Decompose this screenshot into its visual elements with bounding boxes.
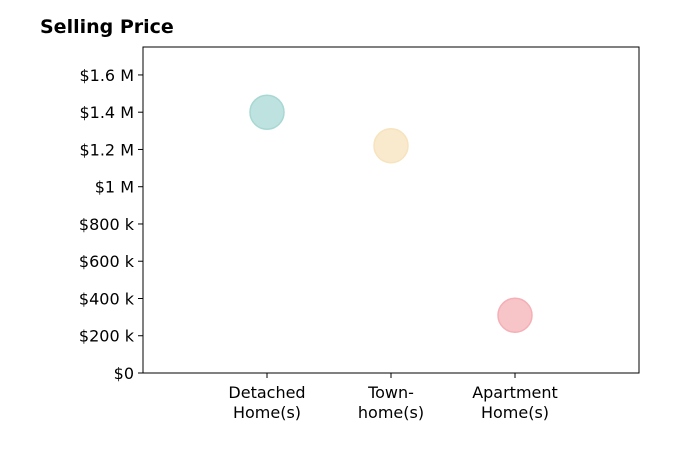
y-tick-label: $1 M bbox=[95, 178, 134, 197]
y-tick-label: $800 k bbox=[79, 215, 135, 234]
x-tick-label: Town-home(s) bbox=[358, 383, 424, 422]
x-tick-label-line: Detached bbox=[228, 383, 305, 402]
y-tick-label: $200 k bbox=[79, 327, 135, 346]
x-tick-label-line: Home(s) bbox=[233, 403, 301, 422]
y-axis-ticks: $0 $200 k $400 k $600 k $800 k $1 M $1.2 M $1.4… bbox=[79, 66, 143, 383]
x-tick-label-line: Home(s) bbox=[481, 403, 549, 422]
x-tick-label: Apartment Home(s) bbox=[472, 383, 558, 422]
y-tick-label: $1.4 M bbox=[79, 103, 134, 122]
x-axis-ticks: Detached Home(s)Town-home(s)Apartment Home… bbox=[228, 373, 558, 422]
y-tick-label: $1.6 M bbox=[79, 66, 134, 85]
x-tick-label-line: Apartment bbox=[472, 383, 558, 402]
chart-title: Selling Price bbox=[40, 16, 174, 38]
x-tick-label-line: home(s) bbox=[358, 403, 424, 422]
x-tick-label: Detached Home(s) bbox=[228, 383, 305, 422]
y-tick-label: $1.2 M bbox=[79, 140, 134, 159]
y-tick-label: $400 k bbox=[79, 289, 135, 308]
data-point bbox=[497, 297, 533, 334]
data-point bbox=[373, 127, 409, 164]
data-points bbox=[249, 94, 533, 334]
y-tick-label: $600 k bbox=[79, 252, 135, 271]
data-point bbox=[249, 94, 285, 130]
x-tick-label-line: Town- bbox=[367, 383, 414, 402]
y-tick-label: $0 bbox=[114, 364, 134, 383]
plot-area-frame bbox=[142, 46, 640, 374]
